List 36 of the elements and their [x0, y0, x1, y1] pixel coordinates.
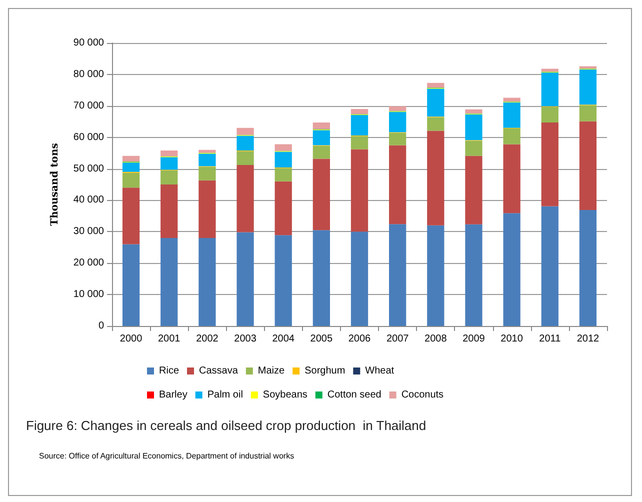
y-tick-label: 80 000	[73, 68, 104, 80]
y-tick-label: 10 000	[73, 289, 104, 300]
legend-label: Palm oil	[207, 390, 243, 400]
legend-label: Barley	[159, 390, 188, 400]
x-tick-label: 2006	[348, 334, 372, 344]
x-tick-label: 2008	[424, 334, 448, 344]
x-tick-label: 2009	[462, 334, 486, 344]
legend-label: Rice	[159, 366, 180, 376]
y-tick-label: 0	[98, 320, 104, 332]
legend-label: Sorghum	[304, 366, 346, 376]
y-tick-label: 40 000	[73, 194, 104, 206]
legend-label: Wheat	[365, 366, 394, 376]
x-tick-label: 2005	[310, 334, 333, 344]
legend-label: Coconuts	[401, 390, 444, 400]
y-tick-label: 20 000	[73, 258, 104, 269]
y-tick-label: 30 000	[73, 226, 104, 238]
legend-label: Cotton seed	[327, 390, 382, 400]
y-tick-label: 90 000	[73, 38, 104, 48]
x-tick-label: 2010	[500, 334, 524, 344]
x-tick-label: 2011	[539, 334, 562, 344]
y-tick-label: 70 000	[73, 100, 104, 112]
x-tick-label: 2012	[576, 334, 600, 344]
x-tick-label: 2004	[272, 334, 295, 344]
y-axis-title: Thousand tons	[50, 142, 60, 226]
x-tick-label: 2002	[196, 334, 219, 344]
x-tick-label: 2007	[386, 334, 410, 344]
y-tick-label: 50 000	[73, 163, 104, 174]
x-tick-label: 2003	[234, 334, 257, 344]
source-note: Source: Office of Agricultural Economics, Department of industrial works	[39, 452, 294, 460]
x-tick-label: 2001	[158, 334, 181, 344]
legend-label: Maize	[258, 366, 286, 376]
y-tick-label: 60 000	[73, 132, 104, 143]
legend-label: Cassava	[199, 366, 238, 376]
legend-label: Soybeans	[262, 390, 308, 400]
x-tick-label: 2000	[120, 334, 143, 344]
text: Figure 6: Changes in cereals and oilseed crop production in Thailand	[26, 418, 426, 433]
